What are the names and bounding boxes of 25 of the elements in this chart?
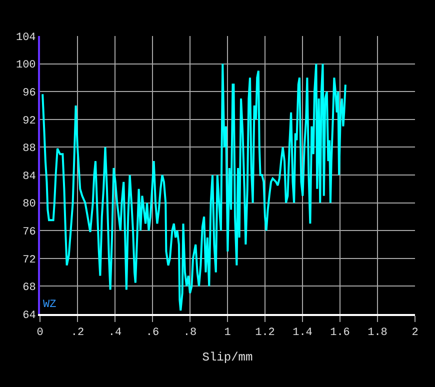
line-series	[40, 62, 346, 312]
x-tick-label: .8	[183, 327, 197, 340]
y-tick-label: 64	[22, 310, 36, 322]
x-tick-label: 1.2	[255, 327, 275, 340]
y-tick-label: 88	[22, 143, 36, 156]
x-tick-label: 1.8	[368, 327, 388, 340]
y-tick-label: 96	[22, 87, 36, 100]
x-tick-label: 1	[224, 327, 232, 340]
annotation: WZ	[43, 299, 57, 311]
x-tick-label: 2	[412, 327, 418, 340]
x-tick-label: .6	[146, 327, 160, 340]
y-tick-label: 80	[22, 198, 36, 211]
x-tick-label: 0	[36, 327, 44, 340]
y-tick-label: 72	[22, 254, 36, 266]
y-tick-label: 92	[22, 115, 36, 128]
y-tick-label: 84	[22, 170, 36, 183]
y-tick-label: 68	[22, 282, 36, 294]
y-tick-label: 76	[22, 226, 36, 238]
x-tick-label: .4	[108, 327, 122, 340]
x-tick-label: 1.6	[330, 327, 350, 340]
x-axis-title: Slip/mm	[202, 350, 253, 365]
y-tick-label: 104	[16, 32, 36, 44]
x-tick-label: 1.4	[292, 327, 313, 340]
y-tick-label: 100	[16, 60, 36, 72]
x-tick-label: .2	[70, 327, 84, 340]
